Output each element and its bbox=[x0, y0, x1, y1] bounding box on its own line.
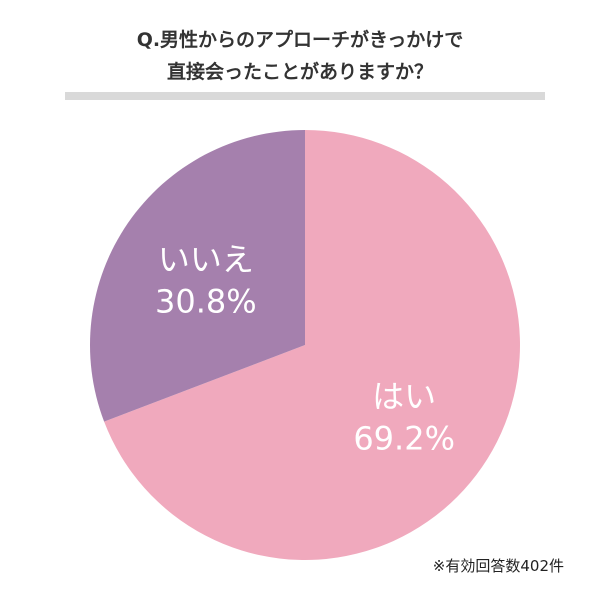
pie-slice-value-0: 69.2% bbox=[353, 419, 455, 457]
pie-slice-1 bbox=[89, 130, 305, 422]
pie-slice-label-0: はい bbox=[372, 377, 436, 415]
response-count-note: ※有効回答数402件 bbox=[432, 557, 564, 575]
pie-labels: はい 69.2% いいえ 30.8% bbox=[155, 241, 455, 458]
chart-title-line-2: 直接会ったことがありますか？ bbox=[166, 61, 433, 83]
pie-slice-label-1: いいえ bbox=[158, 241, 254, 279]
pie-slice-0 bbox=[104, 130, 521, 560]
pie-slices bbox=[89, 130, 521, 560]
pie-slice-value-1: 30.8% bbox=[155, 283, 257, 321]
chart-title: Q.男性からのアプローチがきっかけで 直接会ったことがありますか？ bbox=[0, 24, 600, 88]
chart-title-line-1: Q.男性からのアプローチがきっかけで bbox=[136, 29, 464, 51]
title-divider bbox=[65, 92, 545, 100]
